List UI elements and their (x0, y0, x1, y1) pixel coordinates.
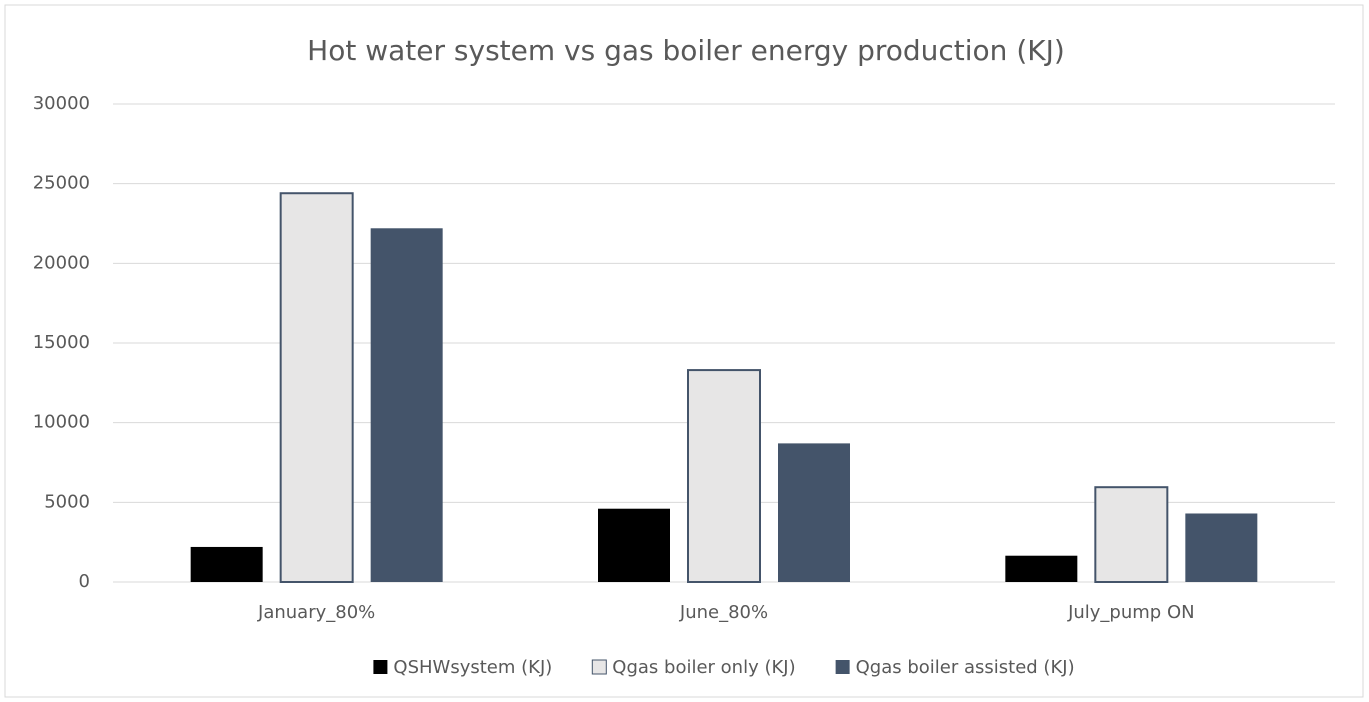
bar (1185, 513, 1258, 582)
legend-label: Qgas boiler assisted (KJ) (856, 657, 1075, 678)
y-tick-label: 30000 (33, 93, 90, 114)
bar (778, 443, 850, 582)
legend-swatch (835, 660, 850, 674)
bar (370, 228, 443, 582)
bar (598, 508, 670, 582)
legend-swatch (373, 660, 388, 674)
bar (687, 369, 761, 583)
y-tick-label: 20000 (33, 252, 90, 273)
x-tick-label: June_80% (679, 602, 768, 623)
bar (1005, 555, 1078, 582)
x-tick-label: July_pump ON (1067, 602, 1195, 623)
y-tick-label: 0 (79, 571, 90, 592)
legend-label: Qgas boiler only (KJ) (612, 657, 795, 678)
legend-label: QSHWsystem (KJ) (393, 657, 552, 678)
chart-frame (4, 4, 1364, 698)
bar (279, 192, 354, 584)
y-tick-label: 10000 (33, 412, 90, 433)
x-tick-label: January_80% (257, 602, 375, 623)
y-tick-label: 15000 (33, 332, 90, 353)
y-tick-label: 5000 (44, 491, 90, 512)
y-tick-label: 25000 (33, 173, 90, 194)
chart-title: Hot water system vs gas boiler energy pr… (307, 34, 1065, 67)
bar (190, 546, 263, 582)
bar (1094, 486, 1169, 583)
legend-swatch (591, 659, 607, 675)
